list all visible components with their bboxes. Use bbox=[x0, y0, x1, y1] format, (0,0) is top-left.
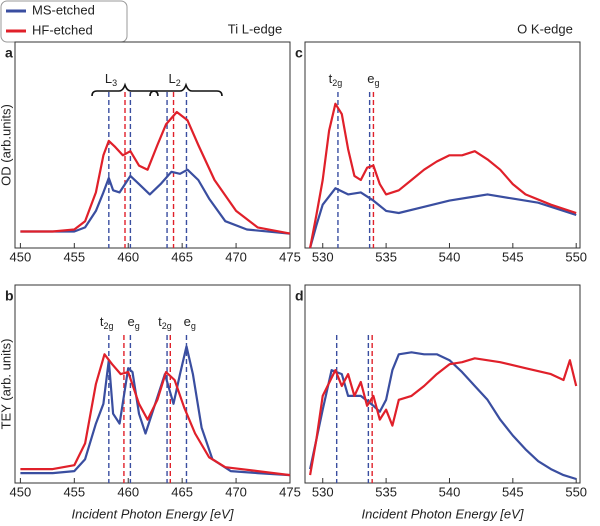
spectrum-line bbox=[20, 353, 291, 477]
annotation-text: t bbox=[100, 314, 104, 329]
annotation: eg bbox=[367, 71, 379, 88]
x-tick-label: 450 bbox=[10, 249, 32, 264]
spectrum-line bbox=[20, 168, 291, 235]
x-tick-label: 530 bbox=[312, 249, 334, 264]
legend-label: MS-etched bbox=[32, 2, 95, 17]
spectrum-line bbox=[20, 110, 291, 235]
x-tick-label: 535 bbox=[375, 249, 397, 264]
x-tick-label: 460 bbox=[117, 484, 139, 499]
x-tick-label: 455 bbox=[63, 249, 85, 264]
x-tick-label: 470 bbox=[225, 484, 247, 499]
annotation-text: e bbox=[367, 71, 374, 86]
plot-frame bbox=[304, 284, 581, 484]
x-tick-label: 530 bbox=[312, 484, 334, 499]
spectrum-line bbox=[20, 345, 291, 477]
annotation: eg bbox=[184, 314, 196, 331]
x-tick-label: 550 bbox=[565, 249, 587, 264]
annotation: L2 bbox=[168, 71, 180, 88]
x-tick-label: 545 bbox=[502, 249, 524, 264]
x-axis-label: Incident Photon Energy [eV] bbox=[72, 506, 234, 521]
legend-label: HF-etched bbox=[32, 22, 93, 37]
plot-frame bbox=[14, 284, 291, 484]
x-tick-label: 465 bbox=[171, 484, 193, 499]
spectrum-line bbox=[309, 357, 578, 476]
x-tick-label: 460 bbox=[117, 249, 139, 264]
panel-title: O K-edge bbox=[517, 21, 573, 36]
annotation-text: e bbox=[184, 314, 191, 329]
annotation-text: t bbox=[158, 314, 162, 329]
annotation: t2g bbox=[158, 314, 172, 331]
x-tick-label: 535 bbox=[375, 484, 397, 499]
panel-letter: b bbox=[5, 288, 14, 304]
x-tick-label: 540 bbox=[439, 484, 461, 499]
annotation-subscript: 2g bbox=[103, 321, 113, 331]
plot-frame bbox=[304, 41, 581, 249]
annotation-text: e bbox=[128, 314, 135, 329]
annotation-subscript: 2g bbox=[332, 78, 342, 88]
y-axis-label: OD (arb.units) bbox=[0, 104, 13, 186]
panel-letter: a bbox=[5, 45, 13, 61]
annotation-text: L bbox=[105, 71, 112, 86]
annotation-text: t bbox=[329, 71, 333, 86]
annotation-subscript: g bbox=[135, 321, 140, 331]
x-tick-label: 450 bbox=[10, 484, 32, 499]
annotation-subscript: g bbox=[191, 321, 196, 331]
plot-frame bbox=[14, 41, 291, 249]
x-tick-label: 465 bbox=[171, 249, 193, 264]
spectrum-line bbox=[309, 351, 577, 481]
x-tick-label: 470 bbox=[225, 249, 247, 264]
annotation-text: L bbox=[168, 71, 175, 86]
annotation: t2g bbox=[329, 71, 343, 88]
x-tick-label: 540 bbox=[439, 249, 461, 264]
brace bbox=[149, 82, 223, 97]
x-tick-label: 455 bbox=[63, 484, 85, 499]
annotation-subscript: 3 bbox=[112, 78, 117, 88]
spectrum-line bbox=[309, 187, 577, 249]
annotation: t2g bbox=[100, 314, 114, 331]
x-axis-label: Incident Photon Energy [eV] bbox=[362, 506, 524, 521]
panel-letter: c bbox=[295, 45, 303, 61]
x-tick-label: 475 bbox=[279, 484, 301, 499]
annotation: L3 bbox=[105, 71, 117, 88]
annotation-subscript: 2 bbox=[176, 78, 181, 88]
x-tick-label: 550 bbox=[565, 484, 587, 499]
y-axis-label: TEY (arb. units) bbox=[0, 339, 13, 430]
spectrum-line bbox=[309, 102, 577, 249]
x-tick-label: 545 bbox=[502, 484, 524, 499]
annotation: eg bbox=[128, 314, 140, 331]
x-tick-label: 475 bbox=[279, 249, 301, 264]
annotation-subscript: g bbox=[375, 78, 380, 88]
panel-title: Ti L-edge bbox=[228, 21, 282, 36]
annotation-subscript: 2g bbox=[162, 321, 172, 331]
panel-letter: d bbox=[295, 288, 304, 304]
